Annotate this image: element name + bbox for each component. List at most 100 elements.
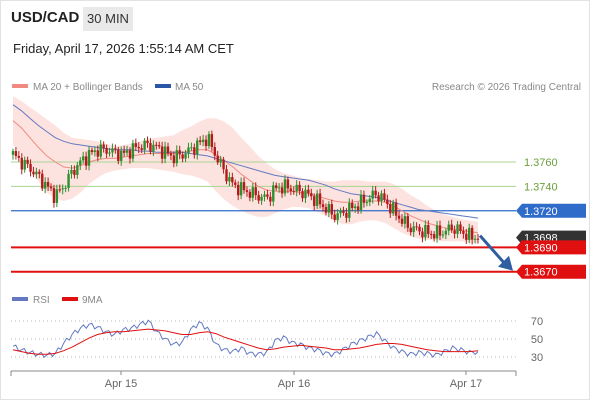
- ma20-swatch: [12, 84, 28, 88]
- candle-body: [283, 179, 287, 194]
- candle-body: [134, 143, 138, 147]
- candle-body: [14, 151, 18, 156]
- candle-body: [421, 231, 424, 238]
- support-level-label: 1.3690: [524, 242, 558, 254]
- candle-body: [444, 230, 448, 235]
- candle-body: [26, 159, 29, 164]
- candle-body: [377, 195, 380, 202]
- candle-body: [64, 187, 67, 189]
- candle-body: [465, 233, 468, 240]
- candle-body: [70, 169, 73, 174]
- candle-body: [178, 150, 181, 155]
- timeframe-button[interactable]: 30 MIN: [83, 7, 133, 31]
- candle-body: [169, 153, 173, 156]
- x-axis: Apr 15 Apr 16 Apr 17: [10, 370, 517, 390]
- candle-body: [79, 160, 82, 166]
- candle-body: [128, 150, 132, 159]
- candle-body: [73, 169, 76, 175]
- candle-body: [108, 152, 111, 154]
- candle-body: [102, 144, 105, 148]
- candle-body: [105, 147, 108, 154]
- candle-body: [152, 144, 155, 152]
- candle-body: [362, 194, 366, 203]
- candle-body: [272, 185, 275, 202]
- candle-body: [29, 163, 32, 172]
- candle-body: [351, 202, 354, 209]
- candle-body: [280, 187, 284, 194]
- rsi-plot: 70 50 30: [11, 316, 543, 364]
- candle-body: [368, 198, 371, 203]
- candle-body: [412, 226, 415, 233]
- candle-body: [304, 189, 307, 199]
- candle-body: [43, 181, 47, 189]
- candle-body: [160, 146, 164, 159]
- candle-body: [462, 230, 465, 234]
- candle-body: [327, 204, 331, 213]
- candle-body: [345, 212, 348, 218]
- candle-body: [163, 146, 167, 159]
- rsi9-swatch: [62, 297, 78, 301]
- candle-body: [120, 150, 123, 161]
- candle-body: [456, 224, 459, 234]
- candle-body: [447, 224, 450, 231]
- candle-body: [96, 150, 100, 157]
- candle-body: [20, 157, 23, 170]
- candle-body: [403, 216, 407, 224]
- candle-body: [248, 191, 252, 198]
- candle-body: [242, 182, 246, 191]
- candle-body: [84, 156, 88, 166]
- candle-body: [307, 189, 310, 194]
- candle-body: [389, 204, 392, 214]
- candle-body: [394, 202, 398, 216]
- candle-body: [359, 194, 363, 211]
- legend-rsi: RSI 9MA: [12, 295, 103, 306]
- candle-body: [348, 202, 351, 218]
- candle-body: [365, 202, 369, 204]
- candle-body: [137, 146, 140, 149]
- candle-body: [61, 188, 64, 190]
- candle-body: [301, 191, 304, 199]
- candle-body: [415, 226, 418, 228]
- candle-body: [114, 148, 117, 150]
- candle-body: [310, 193, 313, 197]
- candle-body: [277, 187, 281, 189]
- candle-body: [228, 177, 231, 182]
- candle-body: [213, 147, 216, 156]
- symbol-title: USD/CAD: [11, 9, 80, 26]
- candle-body: [251, 187, 255, 198]
- candle-body: [143, 140, 146, 150]
- support-level-label: 1.3670: [524, 267, 558, 279]
- candle-body: [38, 171, 41, 174]
- candle-body: [342, 210, 345, 213]
- candle-body: [298, 184, 301, 192]
- candle-body: [81, 156, 85, 161]
- candle-body: [383, 193, 386, 200]
- x-tick-label: Apr 17: [450, 378, 482, 390]
- candle-body: [275, 185, 278, 189]
- rsi-legend-label: RSI: [33, 295, 50, 306]
- candle-body: [23, 159, 26, 170]
- candle-body: [470, 227, 474, 240]
- support-label-box: [516, 264, 586, 279]
- x-tick-label: Apr 15: [105, 378, 137, 390]
- forecast-arrow-head: [498, 255, 513, 271]
- candle-body: [386, 199, 389, 205]
- candle-body: [190, 147, 193, 149]
- candle-body: [459, 224, 462, 231]
- candle-body: [286, 179, 290, 189]
- candle-body: [11, 151, 15, 155]
- candle-body: [58, 189, 61, 191]
- candle-body: [158, 145, 161, 147]
- candle-body: [87, 150, 91, 166]
- candle-body: [117, 149, 120, 161]
- candle-body: [198, 140, 202, 142]
- candle-body: [32, 171, 35, 175]
- candle-body: [289, 188, 293, 192]
- candle-body: [374, 190, 377, 196]
- candle-body: [172, 155, 176, 164]
- candle-body: [17, 155, 21, 158]
- rsi9-legend-label: 9MA: [82, 295, 103, 306]
- candle-body: [295, 184, 298, 192]
- candle-body: [187, 147, 190, 154]
